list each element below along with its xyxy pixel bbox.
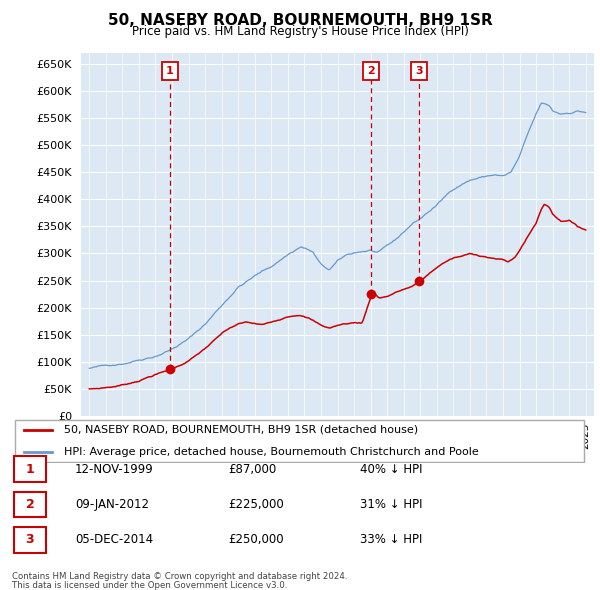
FancyBboxPatch shape [15,420,584,462]
Text: 33% ↓ HPI: 33% ↓ HPI [360,533,422,546]
Text: 40% ↓ HPI: 40% ↓ HPI [360,463,422,476]
Text: £87,000: £87,000 [228,463,276,476]
Text: 1: 1 [26,463,34,476]
Text: 09-JAN-2012: 09-JAN-2012 [75,498,149,511]
FancyBboxPatch shape [14,491,46,517]
Text: This data is licensed under the Open Government Licence v3.0.: This data is licensed under the Open Gov… [12,581,287,590]
FancyBboxPatch shape [14,456,46,482]
Text: £225,000: £225,000 [228,498,284,511]
Text: 50, NASEBY ROAD, BOURNEMOUTH, BH9 1SR (detached house): 50, NASEBY ROAD, BOURNEMOUTH, BH9 1SR (d… [64,425,418,434]
Text: 1: 1 [166,66,174,76]
Text: Price paid vs. HM Land Registry's House Price Index (HPI): Price paid vs. HM Land Registry's House … [131,25,469,38]
Text: 3: 3 [26,533,34,546]
Text: 2: 2 [367,66,375,76]
Text: Contains HM Land Registry data © Crown copyright and database right 2024.: Contains HM Land Registry data © Crown c… [12,572,347,581]
Text: £250,000: £250,000 [228,533,284,546]
Text: HPI: Average price, detached house, Bournemouth Christchurch and Poole: HPI: Average price, detached house, Bour… [64,447,479,457]
Text: 3: 3 [415,66,423,76]
Text: 2: 2 [26,498,34,511]
FancyBboxPatch shape [14,527,46,553]
Text: 50, NASEBY ROAD, BOURNEMOUTH, BH9 1SR: 50, NASEBY ROAD, BOURNEMOUTH, BH9 1SR [107,13,493,28]
Text: 12-NOV-1999: 12-NOV-1999 [75,463,154,476]
Text: 05-DEC-2014: 05-DEC-2014 [75,533,153,546]
Text: 31% ↓ HPI: 31% ↓ HPI [360,498,422,511]
